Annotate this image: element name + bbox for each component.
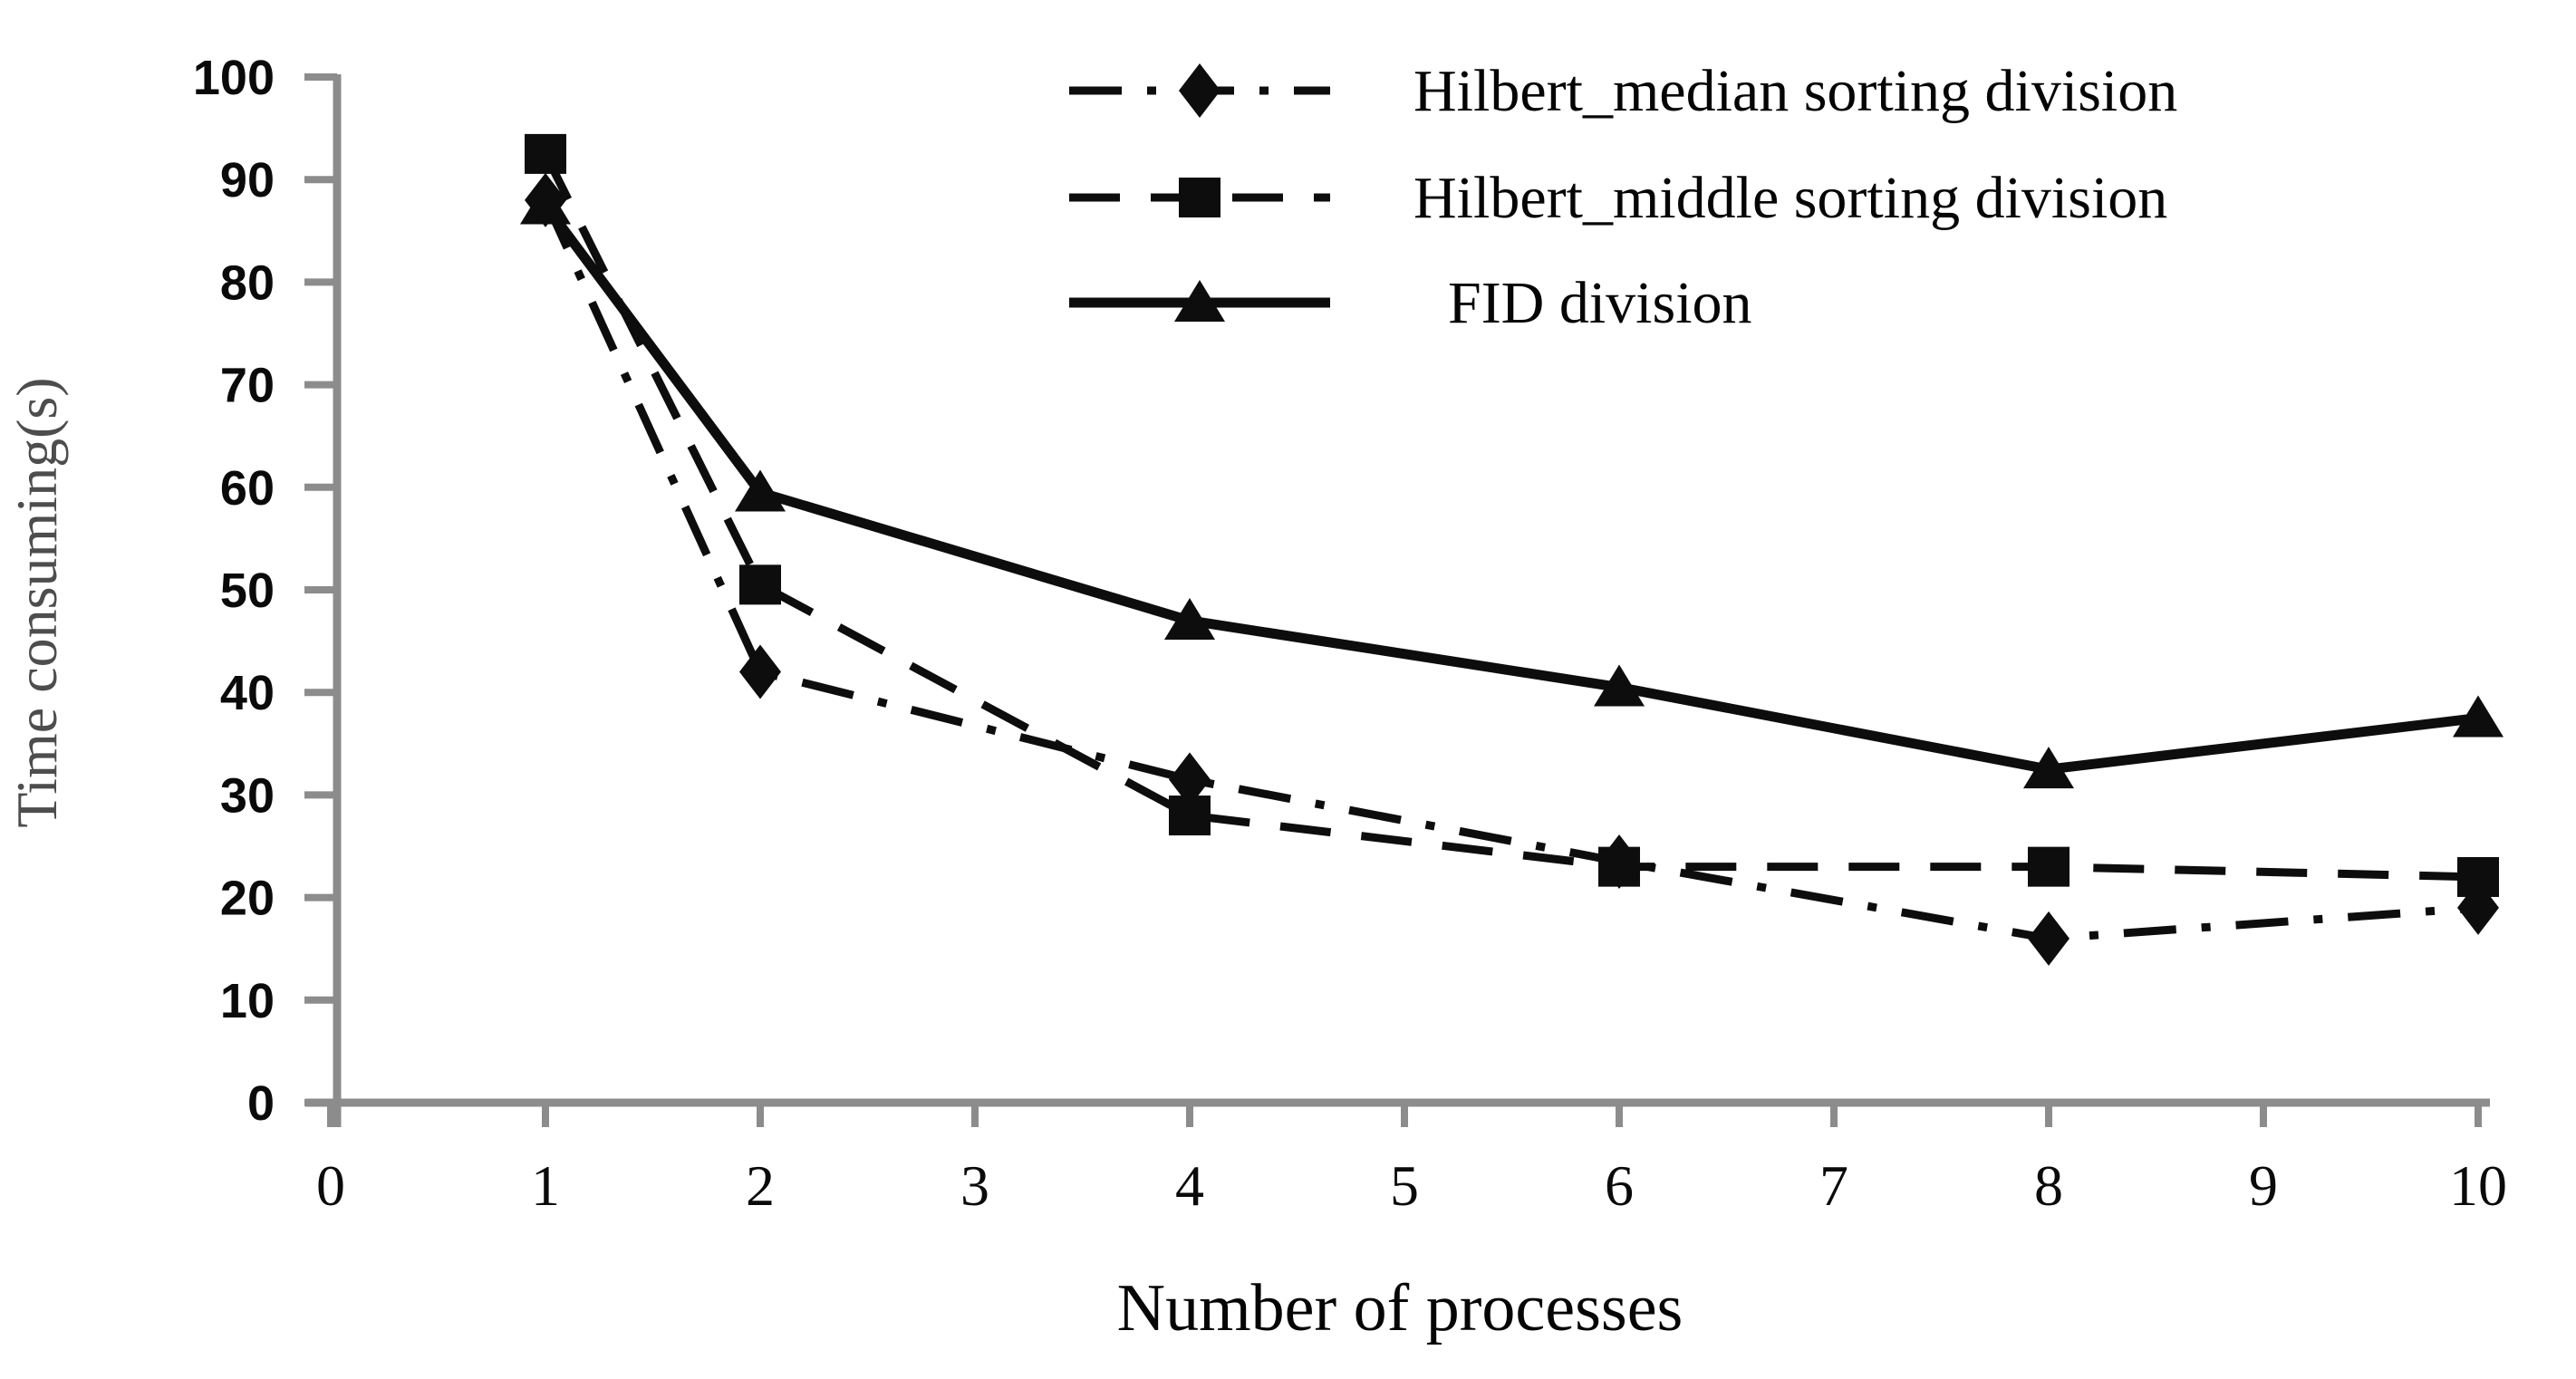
x-tick-label: 2 [746, 1153, 775, 1218]
series-marker-0 [739, 644, 781, 699]
y-tick-label: 80 [220, 256, 275, 310]
y-tick-label: 50 [220, 564, 275, 618]
y-tick-label: 70 [220, 359, 275, 413]
series-marker-1 [525, 133, 566, 174]
y-tick-label: 30 [220, 768, 275, 823]
series-marker-1 [2028, 846, 2069, 887]
series-marker-2 [1594, 664, 1645, 707]
y-tick-label: 60 [220, 461, 275, 516]
y-tick-label: 10 [220, 974, 275, 1028]
x-tick-label: 0 [316, 1153, 345, 1218]
series-marker-0 [1169, 752, 1211, 807]
y-tick-label: 40 [220, 666, 275, 720]
x-tick-label: 4 [1175, 1153, 1204, 1218]
y-tick-label: 90 [220, 153, 275, 207]
series-marker-1 [739, 564, 781, 605]
legend-label-1: Hilbert_middle sorting division [1413, 165, 2167, 231]
x-tick-label: 3 [960, 1153, 989, 1218]
legend-marker-2 [1174, 280, 1225, 322]
series-marker-1 [2457, 856, 2499, 897]
y-tick-label: 20 [220, 872, 275, 926]
y-tick-label: 0 [247, 1076, 275, 1131]
legend-marker-0 [1179, 63, 1220, 118]
series-marker-0 [2028, 911, 2069, 966]
y-axis-title: Time consuming(s) [5, 377, 69, 827]
x-tick-label: 8 [2034, 1153, 2063, 1218]
x-tick-label: 1 [531, 1153, 560, 1218]
series-marker-2 [735, 469, 786, 512]
series-line-2 [541, 202, 2479, 775]
series-marker-1 [1598, 846, 1640, 887]
legend-label-0: Hilbert_median sorting division [1413, 58, 2177, 124]
x-tick-label: 10 [2449, 1153, 2507, 1218]
series-marker-2 [520, 182, 571, 225]
y-tick-label: 100 [193, 51, 275, 105]
x-tick-label: 6 [1605, 1153, 1634, 1218]
legend-label-2: FID division [1448, 270, 1752, 336]
x-tick-label: 7 [1819, 1153, 1848, 1218]
series-line-1 [541, 151, 2479, 882]
series-marker-2 [1164, 597, 1215, 640]
x-tick-label: 9 [2249, 1153, 2278, 1218]
series-marker-1 [1169, 796, 1211, 836]
x-axis-title: Number of processes [1117, 1271, 1684, 1345]
x-tick-label: 5 [1390, 1153, 1419, 1218]
legend-marker-1 [1179, 178, 1220, 217]
series-marker-2 [2453, 695, 2504, 738]
series-marker-2 [2023, 747, 2074, 789]
